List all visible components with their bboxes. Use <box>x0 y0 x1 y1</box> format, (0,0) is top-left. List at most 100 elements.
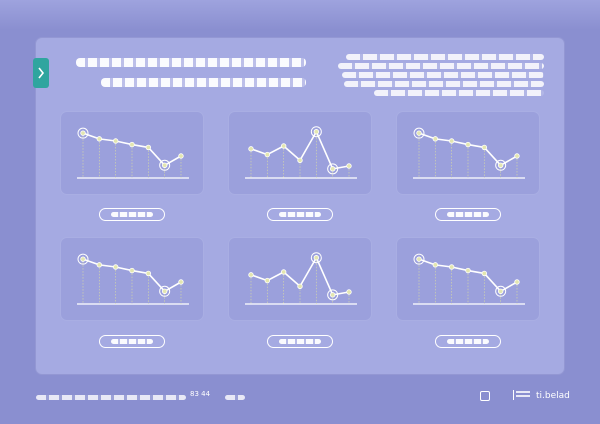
data-point <box>248 272 254 278</box>
data-point <box>416 130 422 136</box>
social-handle[interactable]: ti.belad <box>536 391 570 401</box>
data-point <box>112 264 119 270</box>
footer-text-line <box>225 395 245 400</box>
data-point <box>448 264 455 270</box>
data-point <box>112 138 119 144</box>
data-point <box>178 153 184 159</box>
data-point <box>248 146 254 152</box>
footer <box>0 384 600 414</box>
data-point <box>80 256 86 262</box>
data-point <box>96 262 103 268</box>
data-point <box>297 283 303 289</box>
data-point <box>497 288 504 294</box>
footer-reference: 83 44 <box>190 390 211 398</box>
data-point <box>178 279 184 285</box>
data-point <box>129 267 135 274</box>
intro-paragraph-line <box>346 54 544 60</box>
line-chart <box>77 253 189 305</box>
series-line <box>250 256 350 296</box>
data-point <box>432 262 439 268</box>
highlight-ring <box>310 252 322 264</box>
data-point <box>432 136 439 142</box>
highlight-ring <box>495 285 507 297</box>
data-point <box>514 279 520 285</box>
highlight-ring <box>159 159 171 171</box>
highlight-ring <box>77 253 89 265</box>
data-point <box>465 141 471 148</box>
chevron-right-icon <box>38 67 45 79</box>
data-point <box>481 270 488 277</box>
category-pill <box>435 335 501 348</box>
page-title-line-2 <box>56 76 306 89</box>
category-pill <box>435 208 501 221</box>
category-pill <box>99 335 165 348</box>
line-chart <box>77 127 189 179</box>
category-label <box>447 339 489 344</box>
data-point <box>161 288 168 294</box>
chart-panel <box>229 238 371 320</box>
logo-divider <box>513 390 514 400</box>
intro-paragraph-line <box>374 90 544 96</box>
line-chart <box>245 126 357 179</box>
logo-wordmark <box>494 390 510 400</box>
data-point <box>465 267 471 274</box>
highlight-ring <box>495 159 507 171</box>
highlight-ring <box>77 127 89 139</box>
footer-text-line <box>36 395 186 400</box>
logo-tagline <box>516 391 530 399</box>
category-pill <box>267 208 333 221</box>
infographic-card <box>33 38 564 374</box>
category-pill <box>99 208 165 221</box>
data-point <box>80 130 86 136</box>
chart-panel <box>229 112 371 194</box>
highlight-ring <box>327 289 339 301</box>
intro-paragraph-line <box>342 72 544 78</box>
line-chart <box>413 127 525 179</box>
data-point <box>264 277 271 284</box>
data-point <box>514 153 520 159</box>
intro-paragraph-line <box>338 63 544 69</box>
line-chart <box>245 252 357 305</box>
category-label <box>279 339 321 344</box>
highlight-ring <box>310 126 322 138</box>
data-point <box>280 143 287 149</box>
data-point <box>280 269 287 275</box>
page-title <box>56 56 306 69</box>
data-point <box>313 129 320 135</box>
line-chart <box>413 253 525 305</box>
data-point <box>145 144 152 151</box>
top-band <box>0 0 600 30</box>
highlight-ring <box>413 253 425 265</box>
data-point <box>129 141 135 148</box>
logo-icon <box>480 391 490 401</box>
category-label <box>447 212 489 217</box>
intro-paragraph-line <box>344 81 544 87</box>
highlight-ring <box>159 285 171 297</box>
chart-panel <box>397 238 539 320</box>
data-point <box>264 151 271 158</box>
data-point <box>161 162 168 168</box>
category-label <box>111 339 153 344</box>
highlight-ring <box>413 127 425 139</box>
data-point <box>329 166 336 172</box>
category-label <box>279 212 321 217</box>
category-pill <box>267 335 333 348</box>
highlight-ring <box>327 163 339 175</box>
data-point <box>346 163 352 169</box>
data-point <box>96 136 103 142</box>
chart-panel <box>61 112 203 194</box>
category-label <box>111 212 153 217</box>
data-point <box>297 157 303 163</box>
data-point <box>416 256 422 262</box>
nav-tab[interactable] <box>33 58 49 88</box>
data-point <box>346 289 352 295</box>
data-point <box>497 162 504 168</box>
title-line-2 <box>101 78 306 87</box>
data-point <box>313 255 320 261</box>
data-point <box>329 292 336 298</box>
data-point <box>481 144 488 151</box>
data-point <box>145 270 152 277</box>
chart-panel <box>397 112 539 194</box>
data-point <box>448 138 455 144</box>
chart-panel <box>61 238 203 320</box>
